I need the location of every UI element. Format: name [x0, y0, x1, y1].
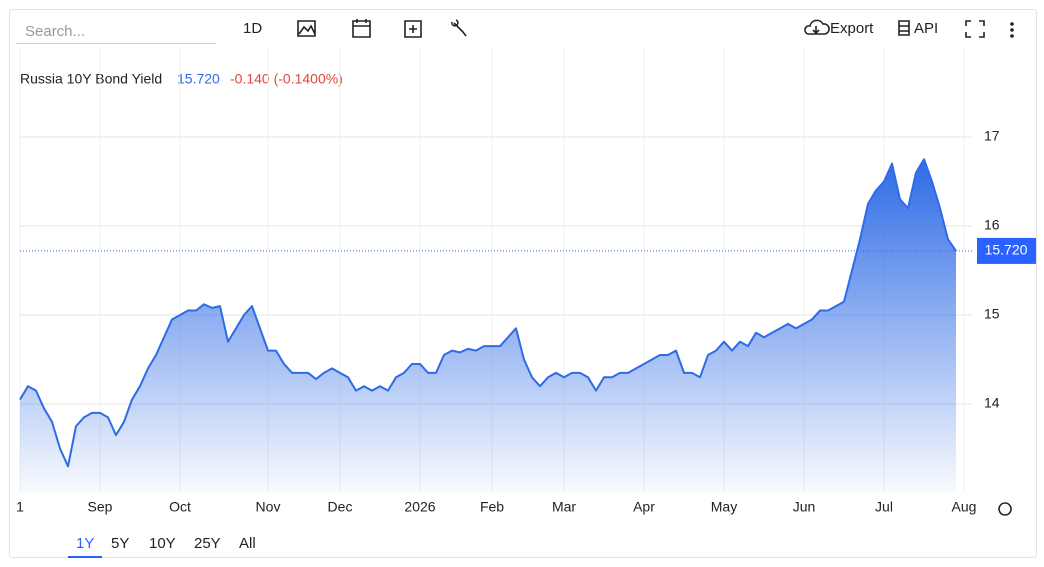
dot	[1010, 34, 1014, 38]
export-icon[interactable]	[804, 19, 830, 35]
x-tick-label: Dec	[328, 499, 353, 515]
api-button[interactable]: API	[914, 20, 938, 37]
chart-title: Russia 10Y Bond Yield	[20, 71, 162, 87]
last-value-label: 15.720	[985, 242, 1028, 258]
x-tick-label: Sep	[88, 499, 113, 515]
y-tick-label: 15	[984, 306, 1000, 322]
range-button[interactable]: 5Y	[111, 535, 130, 552]
toolbar-icons	[297, 19, 1012, 516]
widget-frame	[9, 9, 1037, 558]
range-button[interactable]: 1Y	[68, 533, 103, 558]
last-value-box	[977, 237, 1036, 264]
x-tick-label: Feb	[480, 499, 504, 515]
y-tick-label: 17	[984, 128, 1000, 144]
x-tick-label: 2026	[404, 499, 435, 515]
x-tick-label: Jul	[875, 499, 893, 515]
range-button[interactable]: All	[239, 535, 256, 552]
x-tick-label: Jun	[793, 499, 816, 515]
y-tick-label: 16	[984, 217, 1000, 233]
chart-type-icon[interactable]	[297, 20, 316, 37]
chart-settings-icon[interactable]	[998, 502, 1012, 516]
last-value: 15.720	[177, 71, 220, 87]
x-tick-label: Apr	[633, 499, 655, 515]
search-box[interactable]: Search...	[16, 20, 216, 44]
export-button[interactable]: Export	[830, 20, 874, 37]
x-tick-label: Aug	[952, 499, 977, 515]
fullscreen-icon[interactable]	[965, 20, 985, 38]
x-tick-label: May	[711, 499, 737, 515]
plot: 14 15 16 17 1 Sep Oct Nov Dec 2026 Feb Mar Apr May Jun…	[16, 48, 1036, 515]
compare-icon[interactable]	[404, 20, 422, 38]
x-tick-label: Mar	[552, 499, 576, 515]
y-tick-label: 14	[984, 395, 1000, 411]
x-tick-label: 1	[16, 499, 24, 515]
settings-wrench-icon[interactable]	[451, 19, 467, 37]
dot	[1010, 22, 1014, 26]
range-button[interactable]: 10Y	[149, 535, 176, 552]
range-button[interactable]: 25Y	[194, 535, 221, 552]
x-tick-label: Nov	[256, 499, 281, 515]
calendar-icon[interactable]	[352, 19, 371, 38]
api-icon[interactable]	[898, 20, 910, 36]
interval-button[interactable]: 1D	[243, 20, 263, 37]
change: -0.140 (-0.1400%)	[230, 71, 343, 87]
more-menu[interactable]	[1010, 22, 1014, 38]
area-fill	[20, 159, 956, 493]
dot	[1010, 28, 1014, 32]
x-tick-label: Oct	[169, 499, 191, 515]
line	[19, 158, 957, 468]
